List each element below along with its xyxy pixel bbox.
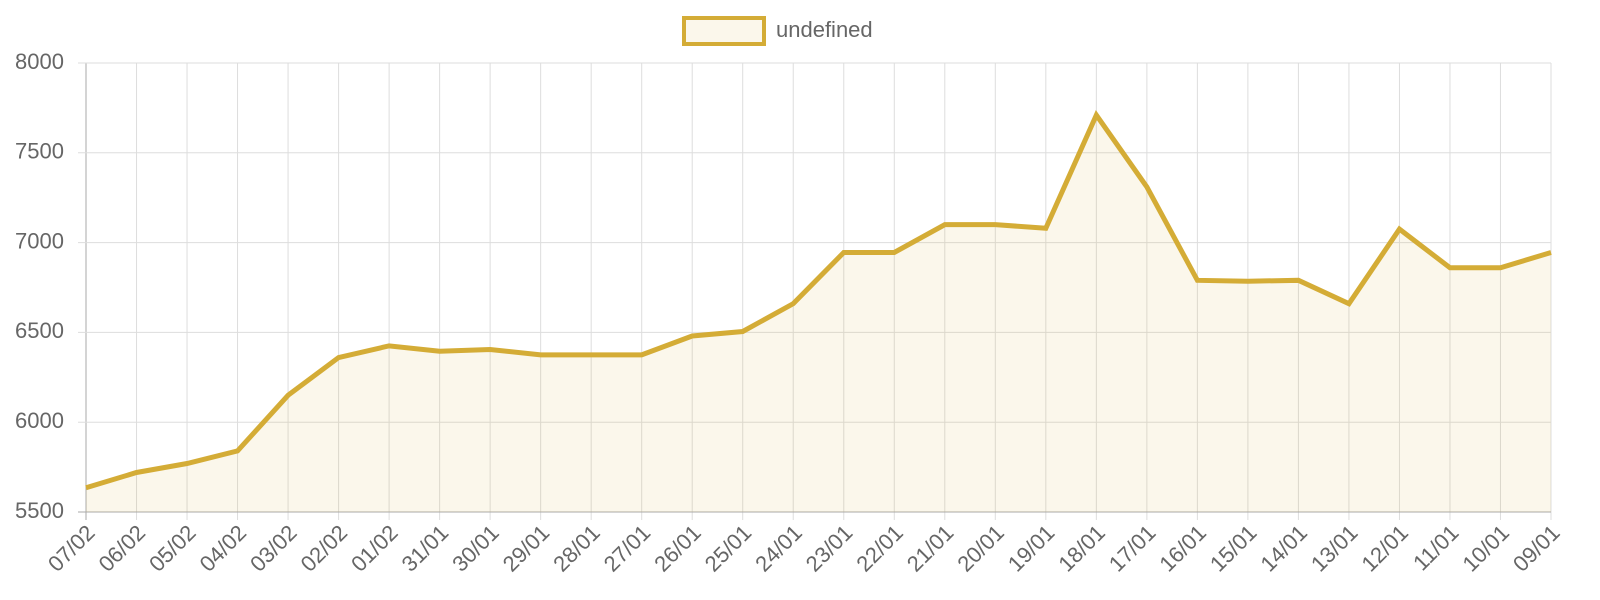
- x-tick-label: 25/01: [700, 520, 757, 577]
- x-tick-label: 10/01: [1458, 520, 1515, 577]
- x-tick-label: 14/01: [1255, 520, 1312, 577]
- x-tick-label: 17/01: [1104, 520, 1161, 577]
- y-tick-label: 6500: [15, 318, 64, 343]
- x-tick-label: 01/02: [346, 520, 403, 577]
- x-tick-label: 02/02: [296, 520, 353, 577]
- y-tick-label: 7500: [15, 139, 64, 164]
- x-tick-label: 05/02: [144, 520, 201, 577]
- x-tick-label: 16/01: [1154, 520, 1211, 577]
- x-tick-label: 11/01: [1408, 520, 1463, 575]
- x-tick-label: 23/01: [801, 520, 858, 577]
- x-tick-label: 22/01: [851, 520, 908, 577]
- x-tick-label: 13/01: [1306, 520, 1363, 577]
- y-tick-label: 8000: [15, 49, 64, 74]
- x-tick-label: 30/01: [447, 520, 504, 577]
- x-tick-label: 27/01: [599, 520, 656, 577]
- area: [86, 115, 1551, 513]
- y-tick-label: 5500: [15, 498, 64, 523]
- x-tick-label: 20/01: [952, 520, 1009, 577]
- x-tick-label: 19/01: [1003, 520, 1060, 577]
- x-tick-label: 12/01: [1356, 520, 1413, 577]
- y-tick-label: 6000: [15, 408, 64, 433]
- x-tick-label: 21/01: [902, 520, 959, 577]
- x-tick-label: 04/02: [195, 520, 252, 577]
- x-tick-label: 03/02: [245, 520, 302, 577]
- x-tick-label: 15/01: [1205, 520, 1262, 577]
- x-tick-label: 24/01: [750, 520, 807, 577]
- x-tick-label: 07/02: [43, 520, 100, 577]
- x-tick-label: 26/01: [649, 520, 706, 577]
- x-tick-label: 29/01: [498, 520, 555, 577]
- x-tick-label: 06/02: [94, 520, 151, 577]
- x-tick-label: 18/01: [1053, 520, 1110, 577]
- line: [85, 110, 1552, 491]
- x-tick-label: 28/01: [548, 520, 605, 577]
- legend-swatch: [682, 16, 766, 46]
- y-tick-label: 7000: [15, 228, 64, 253]
- x-tick-label: 31/01: [397, 520, 454, 577]
- legend-label: undefined: [776, 17, 873, 42]
- x-tick-label: 09/01: [1508, 520, 1565, 577]
